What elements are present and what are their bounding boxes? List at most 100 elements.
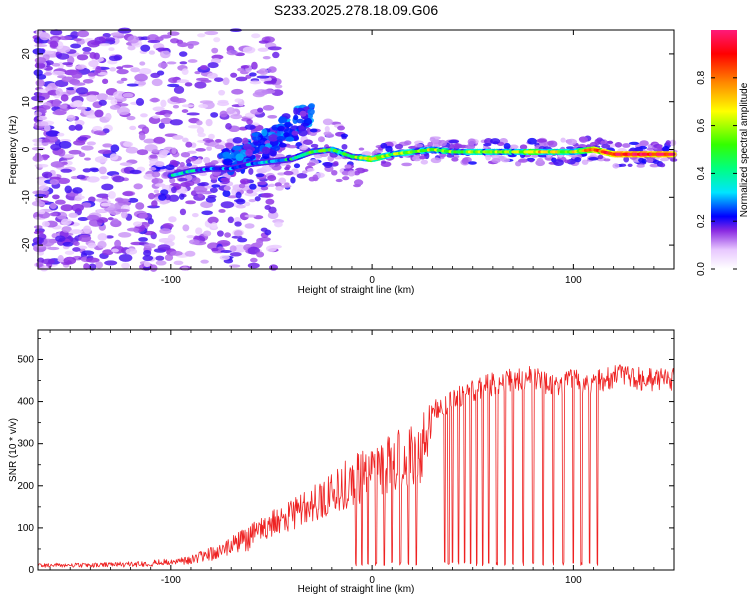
spectrogram-cell xyxy=(77,216,89,221)
spectrogram-cell xyxy=(192,212,199,218)
spectrogram-cell xyxy=(239,178,251,185)
spectrogram-cell xyxy=(291,130,299,136)
spectrogram-cell xyxy=(49,176,61,180)
spectrogram-cell xyxy=(62,241,74,247)
spectrogram-cell xyxy=(71,203,84,212)
spectrogram-y-tick-label: 10 xyxy=(21,96,32,108)
spectrogram-cell xyxy=(154,183,166,187)
spectrogram-cell xyxy=(200,259,209,264)
spectrogram-cell xyxy=(547,140,554,146)
spectrogram-cell xyxy=(267,114,278,119)
spectrogram-cell xyxy=(135,98,145,106)
spectrogram-cell xyxy=(414,143,424,148)
spectrogram-cell xyxy=(309,128,318,133)
spectrogram-cell xyxy=(207,194,217,199)
spectrogram-cell xyxy=(531,154,538,158)
spectrogram-cell xyxy=(230,113,243,120)
spectrogram-cell xyxy=(160,117,173,124)
spectrogram-cell xyxy=(49,40,59,48)
spectrogram-cell xyxy=(139,61,146,66)
spectrogram-cell xyxy=(132,221,143,227)
spectrogram-cell xyxy=(207,216,219,224)
spectrogram-cell xyxy=(228,264,241,268)
spectrogram-cell xyxy=(509,144,519,150)
spectrogram-cell xyxy=(149,264,158,272)
spectrogram-cell xyxy=(235,198,246,205)
spectrogram-cell xyxy=(519,144,528,150)
spectrogram-cell xyxy=(96,217,109,224)
spectrogram-cell xyxy=(222,158,233,166)
spectrogram-cell xyxy=(114,197,124,203)
spectrogram-cell xyxy=(246,189,254,194)
spectrogram-cell xyxy=(283,170,294,176)
spectrogram-cell xyxy=(344,164,352,169)
spectrogram-cell xyxy=(612,163,620,169)
spectrogram-cell xyxy=(179,208,187,216)
spectrogram-cell xyxy=(174,97,187,104)
spectrogram-cell xyxy=(64,185,72,194)
spectrogram-cell xyxy=(178,193,185,200)
spectrogram-cell xyxy=(169,119,183,126)
spectrogram-cell xyxy=(62,62,74,66)
spectrogram-cell xyxy=(138,132,146,141)
spectrogram-cell xyxy=(267,46,282,51)
spectrogram-cell xyxy=(167,234,176,242)
spectrogram-cell xyxy=(342,176,350,181)
spectrogram-cell xyxy=(98,99,107,106)
spectrogram-cell xyxy=(623,156,630,163)
spectrogram-cell xyxy=(142,255,154,262)
spectrogram-cell xyxy=(307,162,316,167)
spectrogram-cell xyxy=(60,168,73,173)
spectrogram-cell xyxy=(125,248,138,255)
spectrogram-cell xyxy=(147,218,154,225)
spectrogram-cell xyxy=(50,29,63,36)
spectrogram-y-axis-title: Frequency (Hz) xyxy=(8,116,19,185)
spectrogram-cell xyxy=(38,185,50,192)
spectrogram-cell xyxy=(34,193,47,198)
spectrogram-cell xyxy=(566,138,578,146)
spectrogram-cell xyxy=(68,124,76,131)
spectrogram-cell xyxy=(347,170,356,177)
spectrogram-cell xyxy=(628,141,640,146)
spectrogram-cell xyxy=(96,93,109,101)
spectrogram-cell xyxy=(167,83,180,88)
spectrogram-cell xyxy=(148,50,156,55)
spectrogram-cell xyxy=(240,65,250,69)
spectrogram-cell xyxy=(218,89,226,96)
spectrogram-cell xyxy=(148,167,157,171)
spectrogram-cell xyxy=(232,137,243,144)
spectrogram-cell xyxy=(607,140,613,145)
spectrogram-cell xyxy=(151,78,163,87)
spectrogram-cell xyxy=(256,181,267,186)
spectrogram-cell xyxy=(157,244,171,251)
spectrogram-cell xyxy=(51,70,66,76)
spectrogram-cell xyxy=(210,222,218,229)
spectrogram-cell xyxy=(465,144,476,150)
snr-x-ticks: -100 0 100 xyxy=(49,330,675,586)
spectrogram-cell xyxy=(362,168,369,173)
spectrogram-cell xyxy=(323,162,333,169)
snr-panel: -100 0 100 0 100 200 300 400 500 Height of stra… xyxy=(8,329,675,595)
spectrogram-cell xyxy=(333,161,339,166)
spectrogram-cell xyxy=(97,240,107,249)
spectrogram-cell xyxy=(207,242,220,250)
spectrogram-cell xyxy=(331,170,338,176)
spectrogram-cell xyxy=(220,249,233,253)
spectrogram-cell xyxy=(133,183,143,190)
spectrogram-cell xyxy=(168,77,180,84)
spectrogram-ridge xyxy=(167,146,677,179)
spectrogram-cell xyxy=(234,98,243,103)
spectrogram-cell xyxy=(267,66,277,73)
spectrogram-cell xyxy=(251,61,258,70)
spectrogram-cell xyxy=(57,255,64,263)
spectrogram-cell xyxy=(280,162,287,167)
spectrogram-cell xyxy=(155,47,170,51)
spectrogram-cell xyxy=(105,37,116,42)
spectrogram-cell xyxy=(244,223,255,229)
spectrogram-cell xyxy=(34,62,46,69)
spectrogram-cell xyxy=(483,143,492,147)
spectrogram-x-tick-label: 0 xyxy=(369,275,375,286)
spectrogram-cell xyxy=(152,106,165,112)
spectrogram-cell xyxy=(169,250,183,256)
spectrogram-cell xyxy=(227,216,234,224)
